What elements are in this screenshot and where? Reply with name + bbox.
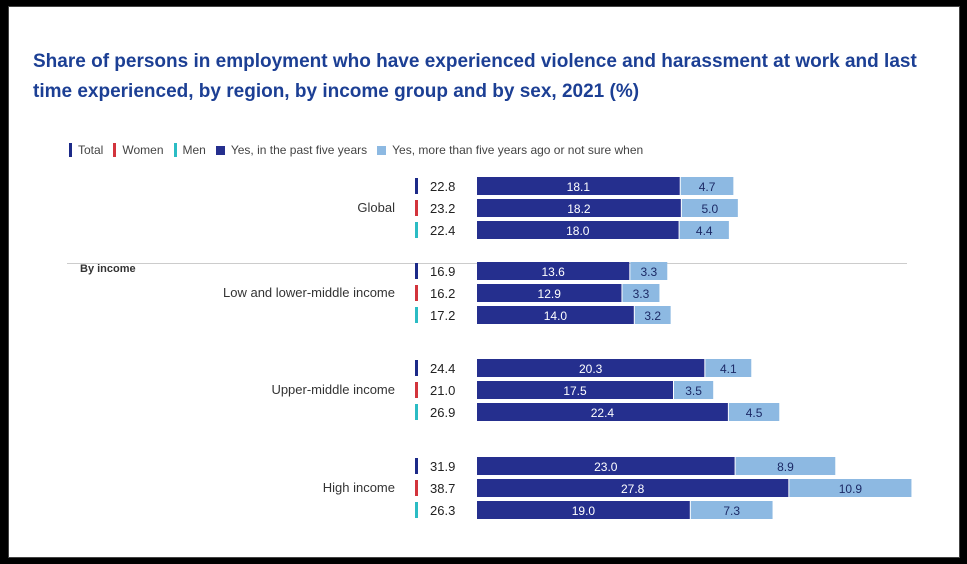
legend-marker-past-five [215, 145, 225, 155]
legend-label-women: Women [122, 143, 164, 157]
sex-tick-low-and-lower-middle-income-men [415, 307, 418, 323]
bar-older-low-and-lower-middle-income-total [630, 262, 668, 280]
data-label-older-high-income-women: 10.9 [839, 482, 863, 496]
data-label-past-five-high-income-women: 27.8 [621, 482, 645, 496]
legend-label-men: Men [182, 143, 206, 157]
group-label-high-income: High income [323, 480, 395, 495]
bar-past-five-global-men [477, 221, 679, 239]
data-label-older-high-income-total: 8.9 [777, 460, 794, 474]
sex-tick-low-and-lower-middle-income-total [415, 263, 418, 279]
data-label-past-five-low-and-lower-middle-income-women: 12.9 [538, 287, 562, 301]
legend: Total Women Men Yes, in the past five ye… [69, 143, 653, 157]
bar-older-high-income-women [789, 479, 912, 497]
data-label-older-low-and-lower-middle-income-men: 3.2 [644, 309, 661, 323]
bar-past-five-low-and-lower-middle-income-women [477, 284, 622, 302]
bar-past-five-high-income-total [477, 457, 735, 475]
bar-past-five-high-income-women [477, 479, 789, 497]
data-label-older-high-income-men: 7.3 [723, 504, 740, 518]
data-label-past-five-global-total: 18.1 [567, 180, 591, 194]
sex-tick-global-men [415, 222, 418, 238]
bar-older-upper-middle-income-women [674, 381, 714, 399]
data-label-past-five-upper-middle-income-total: 20.3 [579, 362, 603, 376]
legend-marker-total [69, 143, 72, 157]
bar-past-five-low-and-lower-middle-income-total [477, 262, 630, 280]
legend-marker-men [173, 143, 177, 157]
legend-item-total: Total [69, 143, 103, 157]
data-label-past-five-global-women: 18.2 [567, 202, 591, 216]
bar-past-five-global-women [477, 199, 681, 217]
group-label-low-and-lower-middle-income: Low and lower-middle income [223, 285, 395, 300]
data-label-older-global-men: 4.4 [696, 224, 713, 238]
legend-marker-women [113, 143, 117, 157]
total-value-low-and-lower-middle-income-women: 16.2 [430, 286, 455, 301]
total-value-high-income-men: 26.3 [430, 503, 455, 518]
legend-label-past-five: Yes, in the past five years [230, 143, 368, 157]
legend-label-total: Total [78, 143, 104, 157]
sex-tick-global-total [415, 178, 418, 194]
total-value-low-and-lower-middle-income-men: 17.2 [430, 308, 455, 323]
bar-older-global-men [679, 221, 729, 239]
legend-item-men: Men [173, 143, 206, 157]
data-label-past-five-upper-middle-income-women: 17.5 [563, 384, 587, 398]
data-label-past-five-low-and-lower-middle-income-men: 14.0 [544, 309, 568, 323]
data-label-past-five-high-income-total: 23.0 [594, 460, 618, 474]
data-label-older-low-and-lower-middle-income-total: 3.3 [640, 265, 657, 279]
sex-tick-high-income-men [415, 502, 418, 518]
bar-past-five-global-total [477, 177, 680, 195]
bar-past-five-low-and-lower-middle-income-men [477, 306, 634, 324]
bar-older-low-and-lower-middle-income-men [634, 306, 671, 324]
total-value-global-total: 22.8 [430, 179, 455, 194]
bar-older-high-income-total [735, 457, 836, 475]
bar-past-five-high-income-men [477, 501, 690, 519]
sex-tick-global-women [415, 200, 418, 216]
data-label-past-five-low-and-lower-middle-income-total: 13.6 [541, 265, 565, 279]
data-label-older-upper-middle-income-women: 3.5 [685, 384, 702, 398]
data-label-older-low-and-lower-middle-income-women: 3.3 [633, 287, 650, 301]
data-label-older-upper-middle-income-men: 4.5 [746, 406, 763, 420]
total-value-global-men: 22.4 [430, 223, 455, 238]
legend-label-older: Yes, more than five years ago or not sur… [392, 143, 644, 157]
legend-marker-older [377, 145, 387, 155]
data-label-older-upper-middle-income-total: 4.1 [720, 362, 737, 376]
total-value-upper-middle-income-men: 26.9 [430, 405, 455, 420]
data-label-older-global-total: 4.7 [699, 180, 716, 194]
sex-tick-low-and-lower-middle-income-women [415, 285, 418, 301]
sex-tick-high-income-total [415, 458, 418, 474]
section-label-by-income: By income [80, 263, 136, 275]
bar-older-high-income-men [690, 501, 773, 519]
total-value-high-income-women: 38.7 [430, 481, 455, 496]
total-value-low-and-lower-middle-income-total: 16.9 [430, 264, 455, 279]
legend-item-past-five: Yes, in the past five years [215, 143, 368, 157]
total-value-global-women: 23.2 [430, 201, 455, 216]
sex-tick-upper-middle-income-total [415, 360, 418, 376]
data-label-past-five-upper-middle-income-men: 22.4 [591, 406, 615, 420]
bar-past-five-upper-middle-income-women [477, 381, 673, 399]
sex-tick-upper-middle-income-women [415, 382, 418, 398]
sex-tick-high-income-women [415, 480, 418, 496]
group-label-upper-middle-income: Upper-middle income [271, 382, 395, 397]
bar-older-global-total [680, 177, 734, 195]
sex-tick-upper-middle-income-men [415, 404, 418, 420]
bar-older-upper-middle-income-total [705, 359, 752, 377]
data-label-past-five-high-income-men: 19.0 [572, 504, 596, 518]
data-label-past-five-global-men: 18.0 [566, 224, 590, 238]
total-value-upper-middle-income-women: 21.0 [430, 383, 455, 398]
bar-past-five-upper-middle-income-total [477, 359, 705, 377]
total-value-upper-middle-income-total: 24.4 [430, 361, 455, 376]
group-label-global: Global [357, 200, 395, 215]
bar-older-low-and-lower-middle-income-women [622, 284, 660, 302]
bar-past-five-upper-middle-income-men [477, 403, 728, 421]
legend-item-older: Yes, more than five years ago or not sur… [377, 143, 643, 157]
total-value-high-income-total: 31.9 [430, 459, 455, 474]
legend-item-women: Women [113, 143, 164, 157]
bar-older-upper-middle-income-men [728, 403, 780, 421]
data-label-older-global-women: 5.0 [701, 202, 718, 216]
bar-older-global-women [681, 199, 738, 217]
chart-title: Share of persons in employment who have … [33, 51, 917, 102]
